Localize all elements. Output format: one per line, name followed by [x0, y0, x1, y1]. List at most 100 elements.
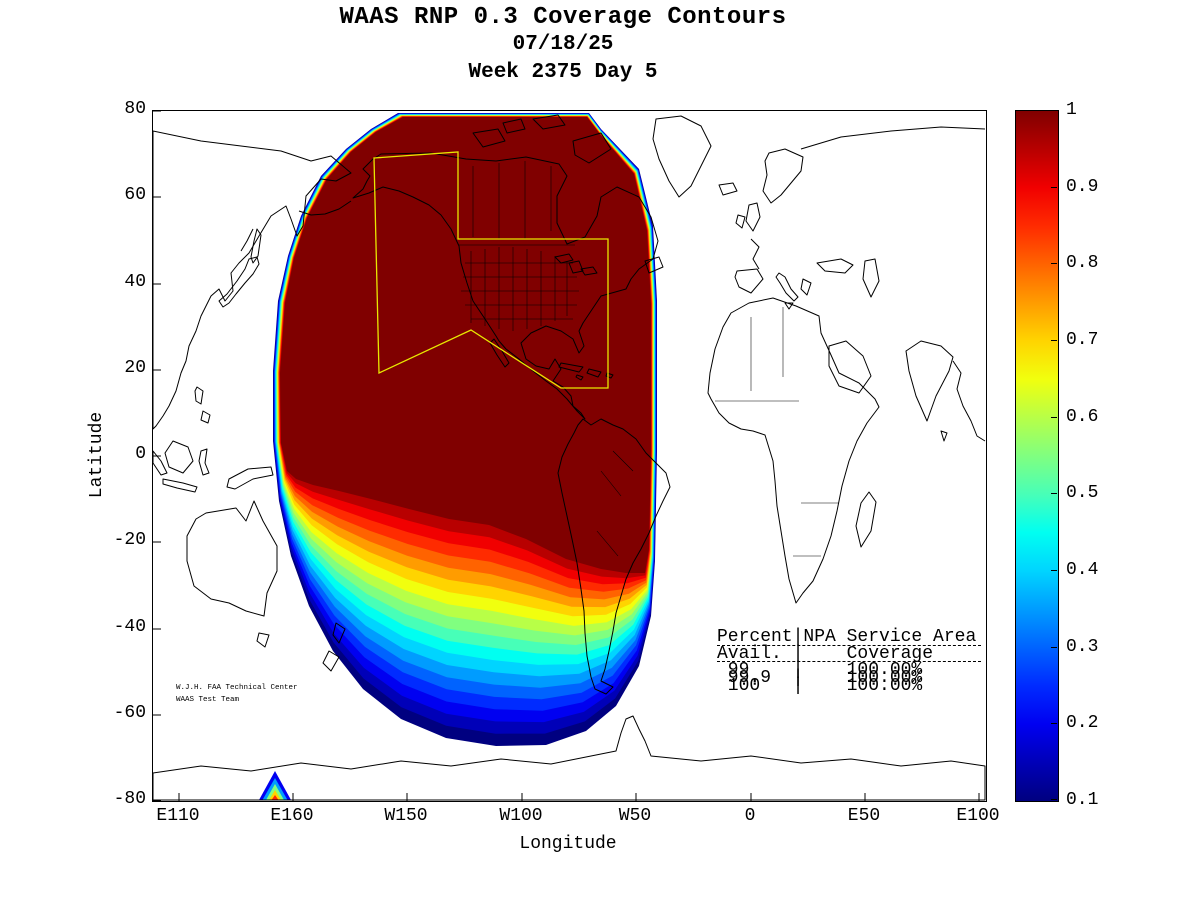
colorbar-tick-label: 0.8 [1066, 253, 1099, 273]
coastline [762, 148, 804, 204]
y-tick-label: 20 [124, 358, 146, 378]
coastline [605, 372, 614, 379]
colorbar-tick-mark [1051, 417, 1057, 418]
coastline [862, 258, 880, 298]
coverage-table-line: 99 | 100.00% [717, 660, 923, 680]
colorbar-tick-label: 0.5 [1066, 483, 1099, 503]
coastline [557, 418, 671, 695]
coastline [855, 491, 877, 548]
coastline [226, 466, 274, 490]
colorbar-tick-mark [1051, 723, 1057, 724]
x-axis-label: Longitude [519, 834, 617, 854]
y-tick-label: 80 [124, 99, 146, 119]
coastline [162, 478, 198, 493]
credit-text: W.J.H. FAA Technical Center WAAS Test Te… [176, 682, 298, 706]
chart-date: 07/18/25 [512, 33, 614, 56]
y-tick-label: -40 [113, 617, 146, 637]
coastline [164, 440, 194, 474]
coastline [745, 202, 761, 232]
y-tick-label: 0 [135, 444, 146, 464]
coverage-table-line: Percent|NPA Service Area [717, 627, 977, 647]
coastline [153, 715, 986, 801]
coastline [940, 430, 948, 442]
coastline [800, 126, 986, 150]
coastline [153, 450, 168, 476]
credit-line-1: W.J.H. FAA Technical Center [176, 684, 298, 692]
colorbar-tick-mark [1051, 570, 1057, 571]
colorbar-tick-mark [1051, 647, 1057, 648]
coastline [554, 253, 574, 264]
coastline [750, 238, 760, 270]
coastline [332, 622, 346, 644]
coastline [586, 368, 602, 378]
coastline [256, 632, 270, 648]
coastline [250, 228, 262, 264]
colorbar-tick-mark [1051, 263, 1057, 264]
x-tick-label: 0 [744, 806, 756, 826]
coastlines [153, 114, 986, 801]
coastline [707, 297, 880, 604]
coastline [572, 132, 612, 164]
coastline [952, 360, 986, 442]
colorbar-tick-label: 0.1 [1066, 790, 1099, 810]
credit-line-2: WAAS Test Team [176, 696, 240, 704]
coastline [800, 278, 812, 296]
colorbar-tick-mark [1051, 493, 1057, 494]
axis-tick-marks [153, 111, 980, 801]
country-state-borders [459, 161, 839, 557]
x-tick-label: E100 [956, 806, 1000, 826]
y-axis-label: Latitude [87, 411, 107, 499]
colorbar-tick-mark [1051, 110, 1057, 111]
y-tick-label: 60 [124, 185, 146, 205]
coastline [298, 200, 352, 216]
x-tick-label: W100 [499, 806, 543, 826]
y-tick-label: 40 [124, 272, 146, 292]
colorbar-tick-label: 1 [1066, 100, 1077, 120]
world-map-svg [153, 111, 986, 801]
coastline [198, 448, 210, 476]
contour-band [280, 117, 651, 573]
y-tick-label: -60 [113, 703, 146, 723]
chart-title: WAAS RNP 0.3 Coverage Contours [339, 4, 787, 31]
service-area-polygon [373, 151, 609, 389]
coastline [218, 256, 260, 308]
coastline [352, 152, 659, 420]
colorbar-tick-mark [1051, 799, 1057, 800]
table-rule [717, 645, 981, 646]
colorbar-tick-label: 0.7 [1066, 330, 1099, 350]
map-plot: W.J.H. FAA Technical Center WAAS Test Te… [152, 110, 987, 802]
coastline [905, 340, 954, 422]
coastline [153, 130, 352, 430]
coastline [828, 340, 872, 394]
chart-week-day: Week 2375 Day 5 [468, 61, 658, 84]
border-line [612, 450, 634, 472]
coastline [502, 118, 526, 134]
coastline [186, 500, 278, 617]
coastline [532, 114, 566, 130]
coastline [240, 228, 254, 252]
coastline [644, 256, 664, 274]
border-line [596, 530, 619, 557]
coastline [775, 272, 799, 302]
coastline [816, 258, 854, 274]
y-tick-label: -20 [113, 530, 146, 550]
coastline [580, 266, 598, 276]
coverage-contour-bands [273, 113, 657, 746]
coastline [472, 128, 506, 148]
colorbar-tick-label: 0.3 [1066, 637, 1099, 657]
border-line [600, 470, 622, 497]
x-tick-label: E50 [847, 806, 881, 826]
coastline [734, 268, 764, 294]
x-tick-label: E110 [156, 806, 200, 826]
coastline [735, 214, 746, 229]
x-tick-label: E160 [270, 806, 314, 826]
coastline [322, 650, 340, 672]
x-tick-label: W50 [618, 806, 652, 826]
x-tick-label: W150 [384, 806, 428, 826]
coastline [718, 182, 738, 196]
colorbar-tick-label: 0.4 [1066, 560, 1099, 580]
coastline [652, 115, 712, 198]
antarctic-coverage-feature [259, 771, 291, 800]
colorbar-gradient [1016, 111, 1058, 801]
